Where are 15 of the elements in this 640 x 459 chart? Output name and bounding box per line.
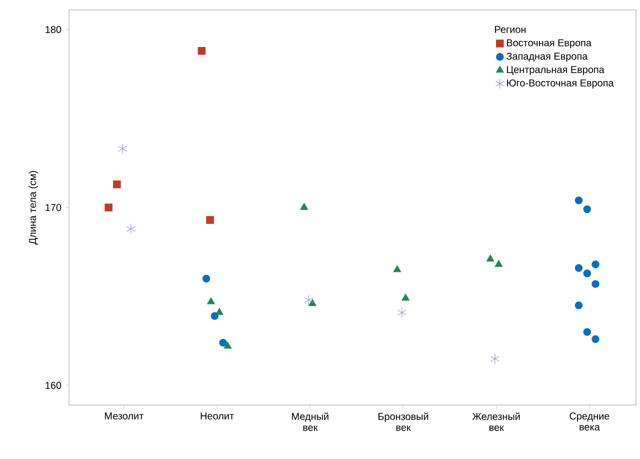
legend-label: Центральная Европа <box>507 66 604 76</box>
y-tick-label: 170 <box>46 204 62 212</box>
x-tick-label: Медный век <box>292 412 328 431</box>
legend-label: Юго-Восточная Европа <box>507 79 614 88</box>
y-tick-label: 180 <box>46 26 62 34</box>
x-tick-label: Средние века <box>570 412 610 431</box>
x-tick-label: Железный век <box>472 412 520 431</box>
legend-label: Восточная Европа <box>507 39 592 48</box>
x-tick-label: Бронзовый век <box>378 412 428 431</box>
y-axis-title: Длина тела (см) <box>28 171 38 245</box>
x-tick-label: Мезолит <box>105 412 144 420</box>
y-tick-label: 160 <box>46 382 62 389</box>
legend-label: Западная Европа <box>506 52 588 62</box>
legend-title: Регион <box>495 26 526 33</box>
x-tick-label: Неолит <box>200 412 234 420</box>
